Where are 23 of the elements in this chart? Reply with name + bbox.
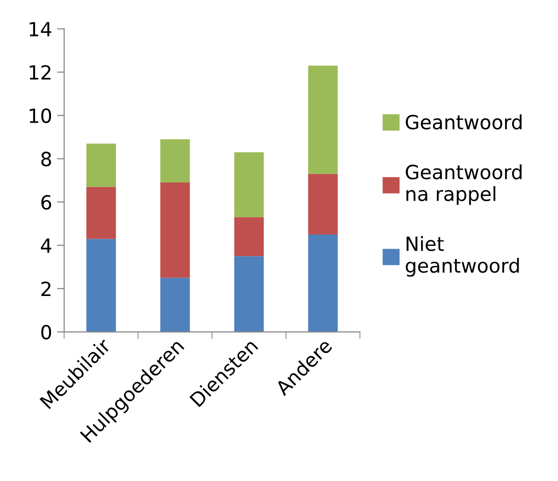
- bar: [308, 234, 338, 332]
- legend-label: Geantwoord: [406, 114, 522, 130]
- bar: [308, 174, 338, 234]
- bar: [234, 217, 264, 256]
- bar: [160, 278, 190, 332]
- y-tick-label: 10: [30, 108, 52, 124]
- y-tick-label: 14: [30, 22, 52, 36]
- y-tick-label: 2: [41, 282, 50, 296]
- bar: [234, 152, 264, 218]
- bar: [86, 186, 116, 239]
- bar: [308, 66, 338, 174]
- y-tick-label: 12: [30, 65, 50, 80]
- bar: [86, 144, 116, 187]
- y-tick-label: 0: [41, 324, 52, 340]
- bar: [160, 139, 190, 183]
- bar: [160, 182, 190, 278]
- legend-label: Niet geantwoord: [406, 236, 519, 277]
- y-tick-label: 6: [41, 194, 52, 210]
- bar: [86, 238, 116, 332]
- legend-label: Geantwoord na rappel: [406, 164, 522, 205]
- y-tick-label: 8: [41, 152, 52, 166]
- y-tick-label: 4: [40, 238, 52, 253]
- bar: [234, 256, 264, 332]
